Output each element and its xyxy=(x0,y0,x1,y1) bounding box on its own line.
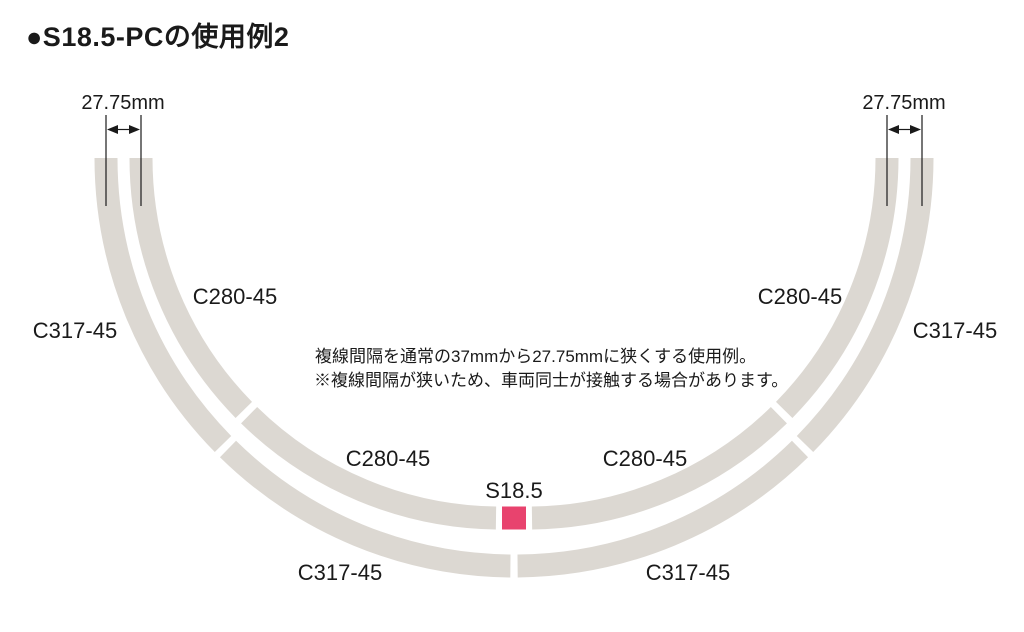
dimension-right-label: 27.75mm xyxy=(862,92,945,114)
inner-track-segment-1 xyxy=(129,157,253,418)
inner-track-segment-4 xyxy=(775,157,899,418)
label-inner-upper-left: C280-45 xyxy=(193,284,277,309)
label-outer-upper-left: C317-45 xyxy=(33,318,117,343)
dimension-left-arrowhead-right xyxy=(129,125,140,134)
outer-track-segment-4 xyxy=(796,157,934,453)
label-outer-lower-left: C317-45 xyxy=(298,560,382,585)
label-inner-lower-right: C280-45 xyxy=(603,446,687,471)
usage-note-line1: 複線間隔を通常の37mmから27.75mmに狭くする使用例。 xyxy=(315,346,756,366)
dimension-right: 27.75mm xyxy=(862,92,946,206)
inner-track-segment-3 xyxy=(531,406,787,530)
label-inner-upper-right: C280-45 xyxy=(758,284,842,309)
dimension-left-label: 27.75mm xyxy=(81,92,164,114)
inner-track-c280-arc xyxy=(129,157,899,530)
dimension-right-arrowhead-right xyxy=(910,125,921,134)
dimension-left: 27.75mm xyxy=(81,92,165,206)
outer-track-segment-1 xyxy=(94,157,232,453)
label-inner-lower-left: C280-45 xyxy=(346,446,430,471)
page-title: ●S18.5-PCの使用例2 xyxy=(26,22,289,52)
label-straight-piece: S18.5 xyxy=(485,478,543,503)
inner-track-segment-2 xyxy=(241,406,497,530)
usage-note: 複線間隔を通常の37mmから27.75mmに狭くする使用例。 ※複線間隔が狭いた… xyxy=(314,346,788,390)
label-outer-upper-right: C317-45 xyxy=(913,318,997,343)
label-outer-lower-right: C317-45 xyxy=(646,560,730,585)
outer-track-segment-2 xyxy=(219,440,511,578)
s18-5-highlight-piece xyxy=(502,506,526,530)
outer-track-c317-arc xyxy=(94,157,934,578)
dimension-right-arrowhead-left xyxy=(888,125,899,134)
dimension-left-arrowhead-left xyxy=(107,125,118,134)
usage-note-line2: ※複線間隔が狭いため、車両同士が接触する場合があります。 xyxy=(314,371,788,390)
outer-track-segment-3 xyxy=(517,440,809,578)
